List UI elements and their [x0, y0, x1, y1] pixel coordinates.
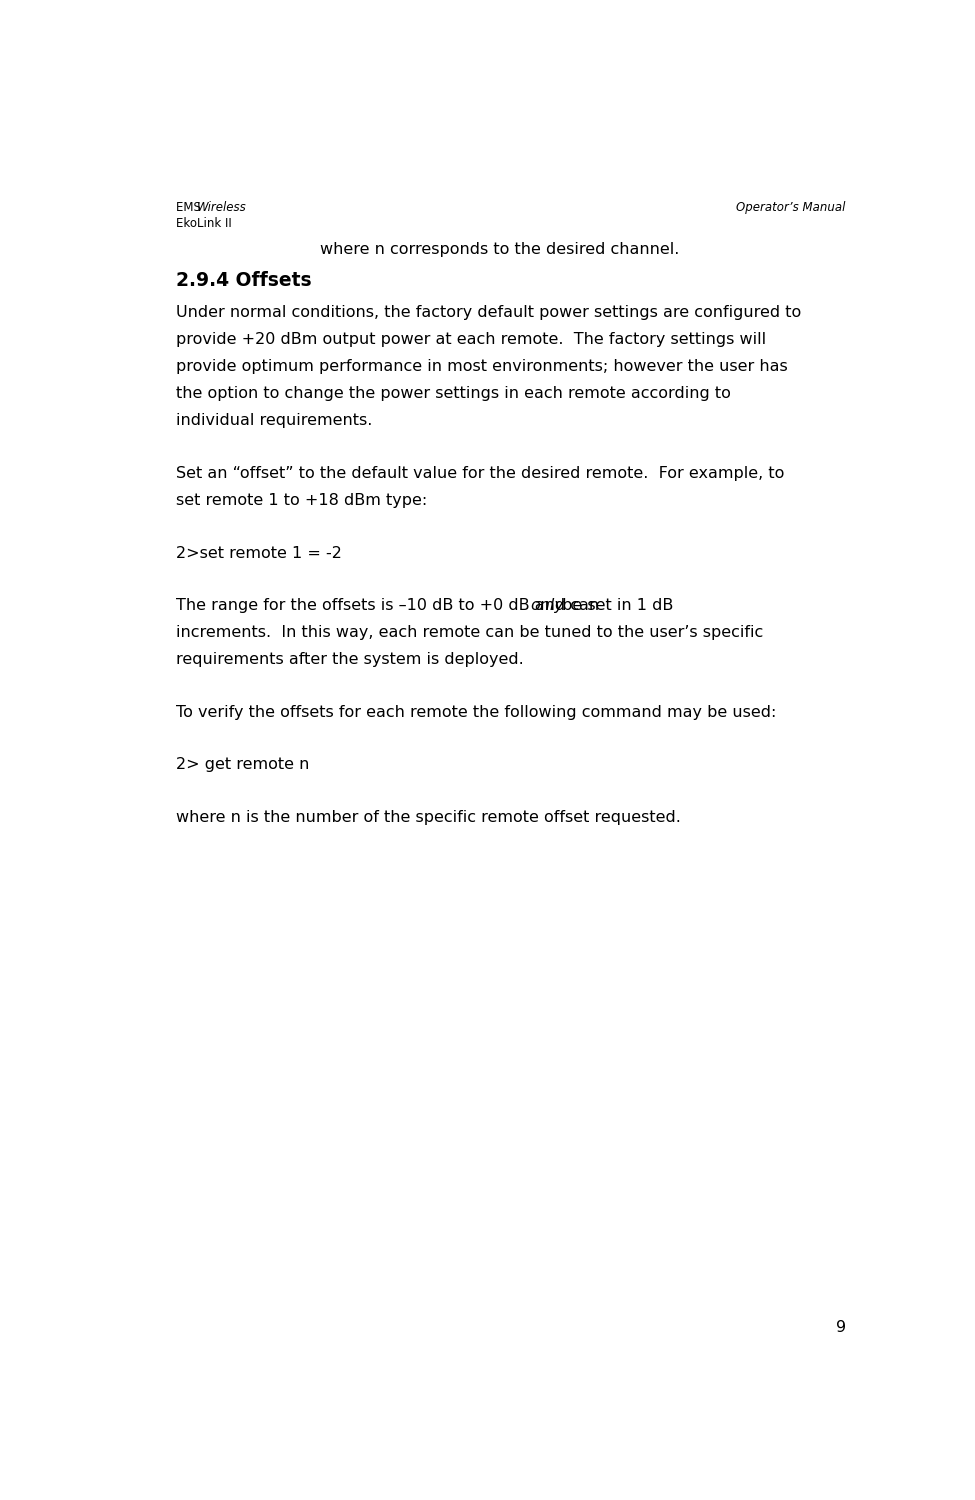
- Text: 2>set remote 1 = -2: 2>set remote 1 = -2: [176, 546, 342, 561]
- Text: individual requirements.: individual requirements.: [176, 414, 372, 429]
- Text: be set in 1 dB: be set in 1 dB: [558, 598, 674, 613]
- Text: The range for the offsets is –10 dB to +0 dB and can: The range for the offsets is –10 dB to +…: [176, 598, 604, 613]
- Text: Wireless: Wireless: [196, 201, 246, 214]
- Text: provide optimum performance in most environments; however the user has: provide optimum performance in most envi…: [176, 358, 788, 374]
- Text: 2.9.4 Offsets: 2.9.4 Offsets: [176, 272, 312, 290]
- Text: 9: 9: [836, 1320, 845, 1335]
- Text: 2> get remote n: 2> get remote n: [176, 758, 310, 772]
- Text: set remote 1 to +18 dBm type:: set remote 1 to +18 dBm type:: [176, 494, 427, 508]
- Text: EMS: EMS: [176, 201, 205, 214]
- Text: Set an “offset” to the default value for the desired remote.  For example, to: Set an “offset” to the default value for…: [176, 466, 785, 482]
- Text: To verify the offsets for each remote the following command may be used:: To verify the offsets for each remote th…: [176, 705, 777, 720]
- Text: Under normal conditions, the factory default power settings are configured to: Under normal conditions, the factory def…: [176, 304, 801, 320]
- Text: the option to change the power settings in each remote according to: the option to change the power settings …: [176, 386, 731, 400]
- Text: Operator’s Manual: Operator’s Manual: [736, 201, 845, 214]
- Text: requirements after the system is deployed.: requirements after the system is deploye…: [176, 652, 524, 668]
- Text: where n is the number of the specific remote offset requested.: where n is the number of the specific re…: [176, 810, 682, 825]
- Text: increments.  In this way, each remote can be tuned to the user’s specific: increments. In this way, each remote can…: [176, 626, 763, 640]
- Text: only: only: [530, 598, 565, 613]
- Text: EkoLink II: EkoLink II: [176, 217, 232, 229]
- Text: where n corresponds to the desired channel.: where n corresponds to the desired chann…: [320, 243, 680, 258]
- Text: provide +20 dBm output power at each remote.  The factory settings will: provide +20 dBm output power at each rem…: [176, 332, 766, 346]
